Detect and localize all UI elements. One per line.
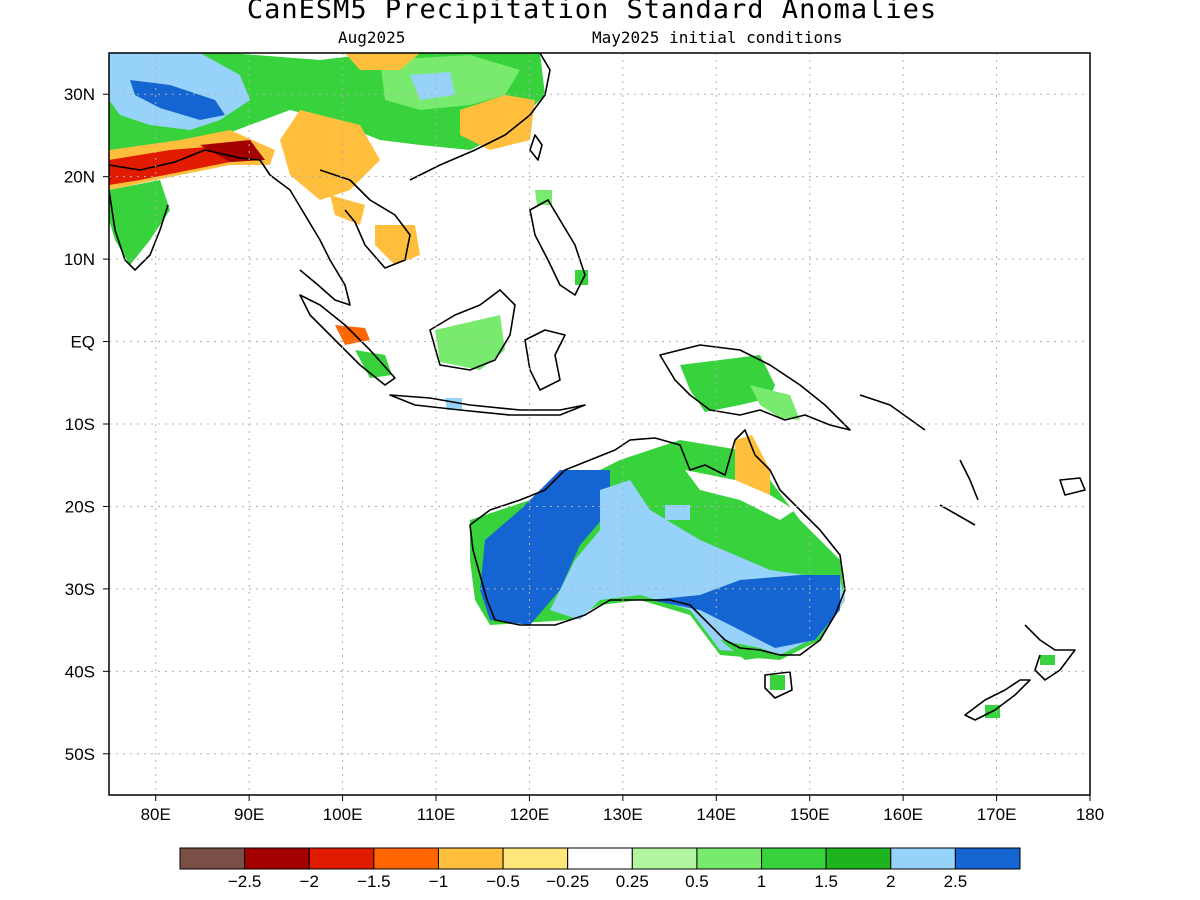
longitude-label: 160E [883, 805, 923, 824]
colorbar-swatch [244, 847, 310, 870]
latitude-label: 10S [65, 415, 95, 434]
anomaly-patch [535, 190, 552, 205]
anomaly-patch [355, 350, 392, 378]
longitude-label: 140E [696, 805, 736, 824]
coastline-fiji [1059, 477, 1086, 496]
anomaly-patch [735, 435, 770, 495]
coastline-sumatra [299, 294, 396, 386]
coastline-australia [469, 429, 846, 656]
anomaly-patch [410, 72, 455, 100]
latitude-label: 50S [65, 745, 95, 764]
anomaly-patch [345, 53, 420, 70]
latitude-label: 30N [64, 85, 95, 104]
latitude-label: 40S [65, 662, 95, 681]
coastline-nz-north [1024, 624, 1076, 681]
coastline-vanuatu [959, 459, 979, 501]
latitude-label: 20N [64, 168, 95, 187]
anomaly-patch [685, 470, 795, 520]
colorbar-swatch [890, 847, 956, 870]
colorbar-swatch [179, 847, 246, 870]
longitude-label: 130E [603, 805, 643, 824]
valid-month-label: Aug2025 [338, 28, 406, 47]
colorbar-label: 0.5 [685, 872, 709, 891]
coastline-nz-south [964, 679, 1031, 721]
anomaly-shading [109, 53, 1055, 718]
colorbar-swatch [502, 847, 569, 870]
colorbar-label: −0.25 [546, 872, 589, 891]
latitude-label: 30S [65, 580, 95, 599]
map-title: CanESM5 Precipitation Standard Anomalies [246, 0, 938, 25]
colorbar-label: −1.5 [357, 872, 391, 891]
colorbar-swatch [761, 847, 827, 870]
colorbar-label: 2.5 [944, 872, 968, 891]
colorbar-label: −2 [300, 872, 319, 891]
coastline-java [389, 394, 586, 416]
anomaly-patch [480, 470, 610, 625]
anomaly-patch [1040, 655, 1055, 665]
anomaly-patch [680, 355, 775, 412]
longitude-label: 100E [323, 805, 363, 824]
coastline-solomons [859, 394, 926, 431]
coastline-china [409, 53, 551, 181]
colorbar [179, 847, 1021, 870]
initial-conditions-label: May2025 initial conditions [592, 28, 843, 47]
coastline-new-guinea [659, 344, 851, 431]
coastline-taiwan [529, 134, 543, 161]
coastline-south-asia [109, 149, 351, 306]
anomaly-patch [335, 325, 370, 345]
longitude-label: 120E [510, 805, 550, 824]
anomaly-patch [435, 315, 505, 370]
latitude-labels: 30N 20N 10N EQ 10S 20S 30S 40S 50S [64, 85, 109, 764]
colorbar-swatch [567, 847, 633, 870]
colorbar-swatch [437, 847, 504, 870]
anomaly-patch [460, 95, 535, 150]
coastlines [109, 53, 1086, 721]
longitude-labels: 80E 90E 100E 110E 120E 130E 140E 150E 160E 170E 18… [141, 795, 1104, 824]
coastline-india [109, 189, 169, 271]
colorbar-swatch [373, 847, 439, 870]
latitude-label: 20S [65, 497, 95, 516]
anomaly-patch [770, 675, 785, 690]
anomaly-patch [665, 505, 690, 520]
colorbar-label: 1 [757, 872, 766, 891]
colorbar-label: 2 [886, 872, 895, 891]
graticule [109, 53, 1091, 795]
colorbar-swatch [631, 847, 698, 870]
longitude-label: 150E [790, 805, 830, 824]
longitude-label: 80E [141, 805, 171, 824]
coastline-new-caledonia [939, 504, 976, 526]
colorbar-swatch [308, 847, 375, 870]
coastline-tasmania [764, 671, 793, 699]
coastline-indochina [319, 169, 411, 269]
colorbar-swatch [696, 847, 763, 870]
longitude-label: 90E [234, 805, 264, 824]
colorbar-label: −1 [429, 872, 448, 891]
latitude-label: EQ [70, 333, 95, 352]
colorbar-swatch [825, 847, 892, 870]
anomaly-patch [280, 110, 380, 200]
anomaly-patch [750, 385, 800, 420]
longitude-label: 170E [977, 805, 1017, 824]
colorbar-label: 0.25 [616, 872, 649, 891]
anomaly-patch [109, 180, 170, 265]
colorbar-label: 1.5 [814, 872, 838, 891]
longitude-label: 110E [417, 805, 455, 824]
latitude-label: 10N [64, 250, 95, 269]
anomaly-patch [330, 195, 365, 225]
longitude-label: 180 [1076, 805, 1104, 824]
coastline-sulawesi [524, 329, 566, 391]
anomaly-patch [130, 80, 225, 120]
colorbar-swatch [954, 847, 1021, 870]
colorbar-label: −2.5 [228, 872, 262, 891]
anomaly-patch [375, 225, 420, 265]
coastline-philippines [529, 199, 586, 296]
colorbar-label: −0.5 [486, 872, 520, 891]
anomaly-patch [650, 575, 840, 648]
coastline-borneo [429, 289, 516, 371]
colorbar-labels: −2.5 −2 −1.5 −1 −0.5 −0.25 0.25 0.5 1 1.5 2 2.5 [228, 872, 967, 891]
